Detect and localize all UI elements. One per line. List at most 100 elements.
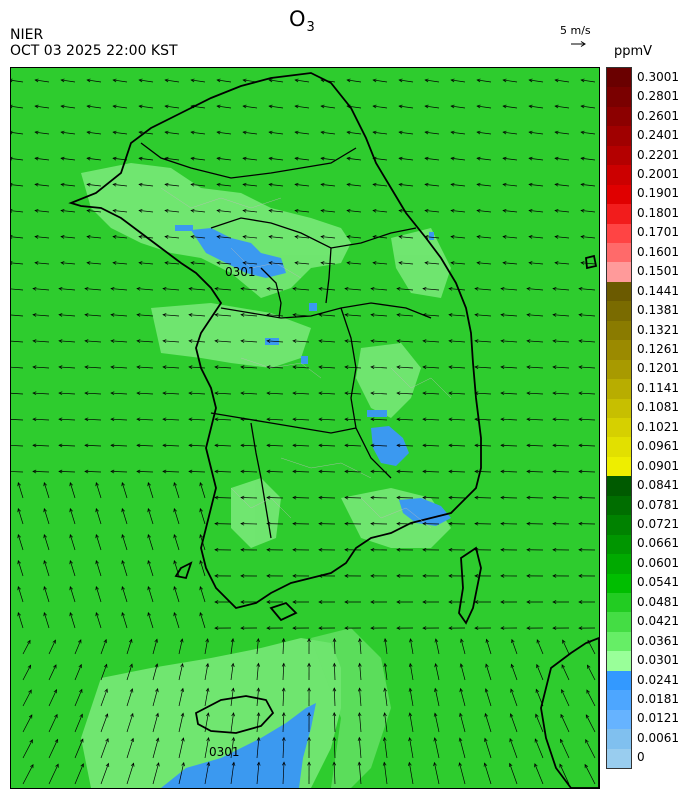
wind-arrow-head (266, 626, 271, 630)
wind-arrow-head (138, 156, 143, 161)
wind-arrow-head (396, 443, 401, 448)
wind-arrow-shaft (373, 105, 388, 109)
wind-arrow-head (554, 78, 559, 83)
wind-arrow-head (242, 261, 247, 265)
wind-arrow-head (526, 626, 531, 630)
wind-arrow-head (500, 626, 505, 630)
wind-arrow-shaft (256, 638, 259, 655)
wind-arrow-head (43, 507, 47, 513)
wind-arrow-head (450, 156, 455, 161)
wind-arrow-head (214, 600, 219, 604)
wind-arrow-shaft (163, 444, 180, 447)
wind-arrow-shaft (137, 392, 154, 395)
wind-arrow-head (450, 182, 455, 187)
wind-arrow-head (32, 339, 37, 343)
wind-arrow-head (281, 687, 286, 692)
wind-arrow-head (318, 626, 323, 630)
wind-arrow-head (474, 469, 479, 474)
wind-arrow-shaft (527, 444, 544, 447)
wind-arrow-head (484, 737, 488, 742)
wind-arrow-shaft (173, 508, 180, 525)
wind-arrow-shaft (585, 739, 596, 759)
wind-arrow-head (32, 469, 37, 474)
wind-arrow-head (181, 761, 185, 767)
wind-arrow-shaft (178, 737, 184, 759)
wind-arrow-shaft (33, 392, 50, 395)
wind-arrow-head (240, 626, 245, 630)
wind-arrow-head (147, 481, 151, 487)
wind-arrow-head (240, 469, 245, 474)
wind-arrow-head (95, 585, 99, 591)
wind-arrow-head (112, 78, 117, 83)
wind-arrow-head (528, 130, 533, 135)
wind-arrow-head (69, 533, 73, 539)
wind-arrow-head (536, 639, 541, 644)
wind-arrow-shaft (503, 210, 518, 213)
wind-arrow-head (199, 559, 203, 565)
wind-arrow-shaft (449, 418, 466, 421)
wind-arrow-head (173, 585, 177, 591)
wind-arrow-shaft (384, 712, 388, 733)
wind-arrow-shaft (373, 236, 388, 239)
colorbar-tick-label: 0.0721 (637, 516, 679, 531)
wind-arrow-head (500, 365, 505, 369)
wind-arrow-shaft (61, 79, 76, 83)
wind-arrow-shaft (267, 340, 284, 343)
wind-arrow-head (86, 78, 91, 83)
wind-arrow-head (292, 443, 297, 448)
wind-arrow-head (526, 574, 531, 578)
colorbar-segment (607, 593, 631, 613)
wind-arrow-shaft (48, 664, 57, 681)
wind-arrow-shaft (121, 482, 128, 499)
wind-arrow-shaft (256, 712, 260, 733)
wind-reference: 5 m/s (560, 24, 604, 52)
wind-arrow-shaft (484, 713, 492, 733)
wind-arrow-head (52, 639, 56, 644)
wind-arrow-shaft (121, 612, 128, 629)
wind-arrow-shaft (95, 560, 102, 577)
wind-arrow-head (320, 78, 325, 83)
wind-arrow-shaft (165, 210, 180, 213)
wind-arrow-shaft (501, 366, 518, 369)
colorbar-tick-label: 0.1381 (637, 303, 679, 318)
wind-arrow-shaft (58, 471, 76, 473)
wind-arrow-head (448, 287, 453, 291)
colorbar-tick-label: 0 (637, 750, 645, 765)
wind-arrow-shaft (204, 688, 209, 707)
wind-arrow-head (78, 639, 82, 644)
wind-arrow-head (398, 261, 403, 265)
wind-arrow-head (586, 689, 590, 694)
wind-arrow-shaft (423, 366, 440, 369)
wind-arrow-shaft (397, 418, 414, 421)
wind-arrow-head (69, 481, 73, 487)
wind-arrow-head (216, 235, 221, 239)
wind-arrow-shaft (215, 288, 232, 291)
wind-arrow-head (554, 156, 559, 161)
wind-arrow-head (346, 261, 351, 265)
colorbar-segment (607, 145, 631, 166)
wind-arrow-shaft (217, 184, 232, 187)
wind-arrow-shaft (344, 471, 362, 473)
wind-arrow-head (17, 481, 21, 487)
wind-arrow-shaft (579, 418, 596, 421)
wind-arrow-head (121, 585, 125, 591)
wind-arrow-head (188, 313, 193, 317)
wind-arrow-head (370, 600, 375, 604)
wind-arrow-shaft (477, 262, 492, 265)
wind-arrow-shaft (333, 762, 336, 785)
wind-arrow-shaft (241, 418, 258, 421)
wind-arrow-head (502, 156, 507, 161)
wind-arrow-shaft (460, 688, 466, 707)
wind-arrow-head (78, 663, 82, 669)
wind-arrow-head (268, 104, 273, 109)
wind-arrow-head (154, 638, 158, 643)
wind-arrow-head (69, 507, 73, 513)
wind-arrow-shaft (282, 737, 285, 759)
wind-arrow-head (562, 639, 566, 644)
colorbar-tick-label: 0.0301 (637, 653, 679, 668)
wind-arrow-shaft (373, 210, 388, 213)
wind-arrow-head (136, 469, 141, 474)
wind-arrow-shaft (371, 366, 388, 369)
wind-arrow-shaft (178, 663, 183, 681)
wind-arrow-head (448, 391, 453, 396)
